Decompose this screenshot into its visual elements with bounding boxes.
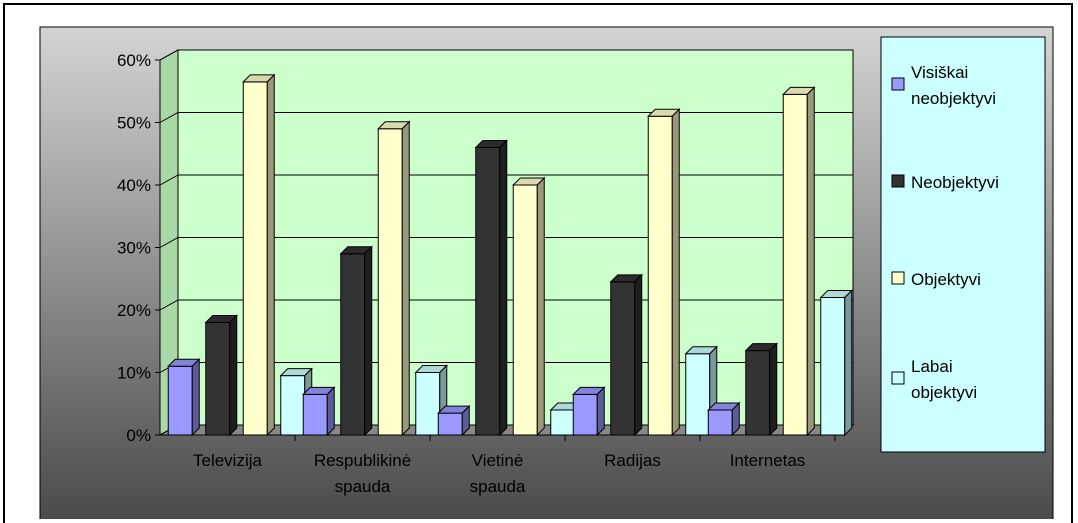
bar-side xyxy=(536,176,545,437)
bar-side xyxy=(191,358,200,437)
gridline xyxy=(159,237,853,248)
bar-front xyxy=(167,365,193,436)
bar-front xyxy=(572,393,598,436)
bar-side xyxy=(229,314,238,437)
bar-front xyxy=(302,393,328,436)
bar xyxy=(474,139,508,437)
bar xyxy=(744,342,778,437)
legend-swatch xyxy=(891,371,905,385)
legend-swatch xyxy=(891,271,905,285)
bar xyxy=(819,289,853,437)
x-category-label: Internetas xyxy=(730,451,806,470)
legend-entry: Visiškai neobjektyvi xyxy=(891,63,996,108)
bar-side xyxy=(499,139,508,437)
legend-label: Objektyvi xyxy=(911,270,981,289)
legend-box xyxy=(880,36,1046,453)
chart-frame: 0% 10% 20% 30% 40% 50% 60% Televizija Respublik… xyxy=(3,3,1073,523)
bar-front xyxy=(550,409,576,436)
bar-front xyxy=(377,128,403,436)
bar-side xyxy=(596,386,605,437)
gridline xyxy=(159,49,853,61)
bar-front xyxy=(280,375,306,436)
legend-swatch xyxy=(891,174,905,188)
bar-side xyxy=(461,404,470,437)
bar xyxy=(204,314,238,437)
y-tick-label: 40% xyxy=(117,176,151,195)
y-tick-label: 30% xyxy=(117,239,151,258)
bar-front xyxy=(415,372,441,436)
bar-front xyxy=(610,281,636,436)
legend-swatch xyxy=(891,77,905,91)
bar-front xyxy=(437,412,463,436)
x-category-label: Televizija xyxy=(193,451,263,470)
bar xyxy=(512,176,546,437)
bar-front xyxy=(647,115,673,436)
bar-chart: 0% 10% 20% 30% 40% 50% 60% Televizija Respublik… xyxy=(39,26,1054,519)
bar-front xyxy=(745,350,771,436)
bar-side xyxy=(401,120,410,437)
y-tick-label: 50% xyxy=(117,114,151,133)
bar-front xyxy=(512,184,538,436)
legend-entry: Objektyvi xyxy=(891,270,981,289)
bar-front xyxy=(707,409,733,436)
bar xyxy=(782,86,816,437)
bar xyxy=(242,73,276,437)
gridline xyxy=(159,112,853,123)
legend-entry: Neobjektyvi xyxy=(891,173,999,192)
bar xyxy=(414,364,448,437)
bar-side xyxy=(844,289,853,437)
bar-side xyxy=(266,73,275,437)
bar-front xyxy=(820,297,846,436)
bar xyxy=(437,404,471,437)
bar xyxy=(647,108,681,437)
x-category-label: Radijas xyxy=(604,451,661,470)
bar-side xyxy=(806,86,815,437)
bar xyxy=(302,386,336,437)
bar-front xyxy=(782,93,808,436)
bar-front xyxy=(685,353,711,436)
x-category-label: Respublikinė spauda xyxy=(314,451,411,496)
gridline xyxy=(159,174,853,186)
bar-side xyxy=(326,386,335,437)
legend-label: Labai objektyvi xyxy=(911,357,977,402)
bar xyxy=(572,386,606,437)
y-tick-label: 10% xyxy=(117,364,151,383)
bar-front xyxy=(475,147,501,436)
legend-label: Visiškai neobjektyvi xyxy=(911,63,996,108)
bar-side xyxy=(364,245,373,437)
y-tick-label: 0% xyxy=(126,426,151,445)
bar-side xyxy=(634,273,643,437)
legend-entry: Labai objektyvi xyxy=(891,357,977,402)
bar xyxy=(609,273,643,437)
bar xyxy=(707,401,741,437)
y-tick-label: 60% xyxy=(117,51,151,70)
bar-front xyxy=(340,253,366,436)
bar-front xyxy=(205,322,231,436)
bar-side xyxy=(731,401,740,437)
bar xyxy=(684,345,718,437)
bar-front xyxy=(242,81,268,436)
legend-label: Neobjektyvi xyxy=(911,173,999,192)
bar-side xyxy=(769,342,778,437)
bar xyxy=(339,245,373,437)
bar xyxy=(167,358,201,437)
y-tick-label: 20% xyxy=(117,301,151,320)
bar xyxy=(377,120,411,437)
x-category-label: Vietinė spauda xyxy=(470,451,526,496)
bar-side xyxy=(671,108,680,437)
